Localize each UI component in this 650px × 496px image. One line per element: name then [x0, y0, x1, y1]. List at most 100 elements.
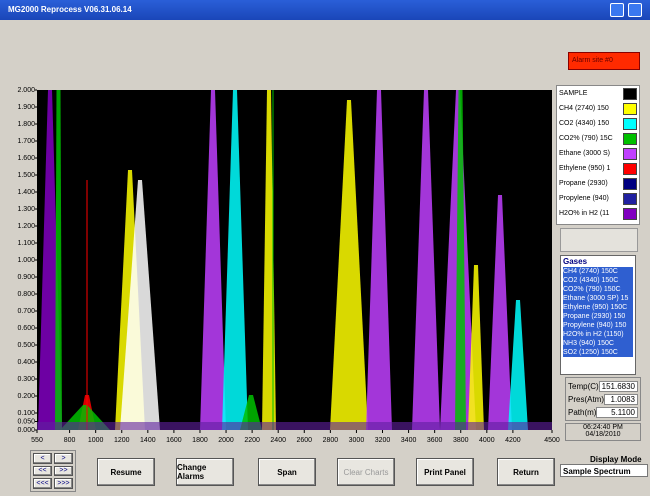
- x-tick-label: 1000: [88, 437, 104, 444]
- nav-button[interactable]: <: [33, 453, 52, 464]
- legend-item: Ethane (3000 S): [557, 146, 639, 161]
- y-tick-label: 0.500: [17, 342, 35, 349]
- chart: 0.000 0.0500.100 0.200 0.300 0.400 0.500 0.600…: [0, 0, 650, 496]
- legend-label: CO2% (790) 15C: [559, 135, 613, 142]
- y-tick-label: 0.700: [17, 308, 35, 315]
- reading: Temp(C)151.6830: [568, 380, 638, 393]
- legend-label: SAMPLE: [559, 90, 587, 97]
- y-tick-label: 0.050: [17, 418, 35, 425]
- y-tick-label: 1.600: [17, 155, 35, 162]
- x-tick-label: 2600: [296, 437, 312, 444]
- x-tick-label: 2800: [323, 437, 339, 444]
- y-tick-label: 1.300: [17, 206, 35, 213]
- x-tick-label: 1200: [114, 437, 130, 444]
- legend: SAMPLE CH4 (2740) 150 CO2 (4340) 150 CO2% (…: [556, 85, 640, 225]
- button[interactable]: Print Panel: [416, 458, 474, 486]
- y-tick-label: 0.400: [17, 359, 35, 366]
- y-tick-label: 1.900: [17, 104, 35, 111]
- legend-swatch: [623, 208, 637, 220]
- x-tick-label: 4200: [505, 437, 521, 444]
- gas-item[interactable]: CO2% (790) 150C: [563, 285, 633, 294]
- gas-item[interactable]: CH4 (2740) 150C: [563, 267, 633, 276]
- baseline-noise: [37, 422, 552, 430]
- nav-button[interactable]: <<: [33, 466, 52, 477]
- gas-item[interactable]: Propane (2930) 150: [563, 312, 633, 321]
- x-tick-label: 3600: [427, 437, 443, 444]
- nav-button[interactable]: >>>: [54, 478, 73, 489]
- y-tick-label: 1.000: [17, 257, 35, 264]
- legend-swatch: [623, 133, 637, 145]
- time: 06:24:40 PM: [566, 424, 640, 431]
- legend-swatch: [623, 163, 637, 175]
- y-tick-label: 0.800: [17, 291, 35, 298]
- y-tick-label: 0.200: [17, 393, 35, 400]
- reading: Pres(Atm)1.0083: [568, 393, 638, 406]
- legend-item: SAMPLE: [557, 86, 639, 101]
- y-tick-label: 1.100: [17, 240, 35, 247]
- reading-value: 151.6830: [599, 381, 638, 392]
- gas-item[interactable]: SO2 (1250) 150C: [563, 348, 633, 357]
- legend-swatch: [623, 193, 637, 205]
- legend-item: Ethylene (950) 1: [557, 161, 639, 176]
- gas-item[interactable]: Ethane (3000 SP) 15: [563, 294, 633, 303]
- x-tick-label: 4000: [479, 437, 495, 444]
- y-tick-label: 0.000: [17, 427, 35, 434]
- nav-button[interactable]: <<<: [33, 478, 52, 489]
- nav-button[interactable]: >>: [54, 466, 73, 477]
- reading-value: 1.0083: [604, 394, 638, 405]
- display-mode-select[interactable]: Sample Spectrum: [560, 464, 648, 477]
- legend-label: Ethane (3000 S): [559, 150, 610, 157]
- button[interactable]: Clear Charts: [337, 458, 395, 486]
- y-tick-label: 1.700: [17, 138, 35, 145]
- legend-item: H2O% in H2 (11: [557, 206, 639, 221]
- gas-item[interactable]: CO2 (4340) 150C: [563, 276, 633, 285]
- legend-label: Propane (2930): [559, 180, 608, 187]
- y-tick-label: 1.800: [17, 121, 35, 128]
- legend-label: CO2 (4340) 150: [559, 120, 609, 127]
- x-tick-label: 3200: [375, 437, 391, 444]
- legend-label: Propylene (940): [559, 195, 609, 202]
- reading-value: 5.1100: [596, 407, 638, 418]
- app-window: MG2000 Reprocess V06.31.06.14 Alarm site…: [0, 0, 650, 496]
- x-tick-label: 550: [31, 437, 43, 444]
- x-tick-label: 3800: [453, 437, 469, 444]
- date: 04/18/2010: [566, 431, 640, 438]
- legend-swatch: [623, 118, 637, 130]
- y-tick-label: 1.400: [17, 189, 35, 196]
- x-tick-label: 2000: [218, 437, 234, 444]
- button[interactable]: Return: [497, 458, 555, 486]
- button[interactable]: Span: [258, 458, 316, 486]
- gas-item[interactable]: NH3 (940) 150C: [563, 339, 633, 348]
- nav-button[interactable]: >: [54, 453, 73, 464]
- button[interactable]: Change Alarms: [176, 458, 234, 486]
- x-tick-label: 2200: [244, 437, 260, 444]
- y-tick-label: 2.000: [17, 87, 35, 94]
- x-tick-label: 800: [64, 437, 76, 444]
- x-tick-label: 1800: [192, 437, 208, 444]
- legend-item: CH4 (2740) 150: [557, 101, 639, 116]
- gas-item[interactable]: Propylene (940) 150: [563, 321, 633, 330]
- legend-item: CO2 (4340) 150: [557, 116, 639, 131]
- button[interactable]: Resume: [97, 458, 155, 486]
- legend-swatch: [623, 178, 637, 190]
- x-tick-label: 1600: [166, 437, 182, 444]
- y-tick-label: 0.900: [17, 274, 35, 281]
- gases-title: Gases: [561, 256, 635, 267]
- y-tick-label: 0.100: [17, 410, 35, 417]
- x-tick-label: 1400: [140, 437, 156, 444]
- display-mode-value: Sample Spectrum: [563, 467, 631, 476]
- y-tick-label: 1.500: [17, 172, 35, 179]
- legend-swatch: [623, 148, 637, 160]
- gas-item[interactable]: Ethylene (950) 150C: [563, 303, 633, 312]
- y-tick-label: 0.600: [17, 325, 35, 332]
- legend-label: H2O% in H2 (11: [559, 210, 609, 217]
- y-tick-label: 0.300: [17, 376, 35, 383]
- reading: Path(m)5.1100: [568, 406, 638, 419]
- reading-label: Pres(Atm): [568, 395, 604, 404]
- toolbar[interactable]: [560, 228, 638, 252]
- reading-label: Temp(C): [568, 382, 599, 391]
- gas-item[interactable]: H2O% in H2 (1150): [563, 330, 633, 339]
- gas-list: Gases CH4 (2740) 150CCO2 (4340) 150CCO2%…: [560, 255, 636, 375]
